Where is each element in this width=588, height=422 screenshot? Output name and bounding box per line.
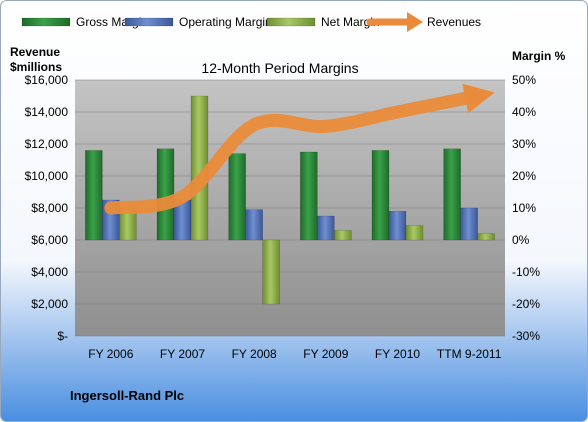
bar-gross-margin <box>228 153 246 241</box>
legend-swatch-gross-margin <box>21 17 71 27</box>
bar-gross-margin <box>371 150 390 241</box>
bar-operating-margin <box>460 207 478 241</box>
legend-swatch-net-margin <box>266 17 316 27</box>
bar-operating-margin <box>317 215 335 241</box>
legend-swatch-revenues-arrow <box>407 12 423 32</box>
left-tick-label: $2,000 <box>31 297 68 311</box>
category-label: FY 2010 <box>375 347 420 361</box>
revenue-arrowhead <box>462 83 495 114</box>
legend: Gross Margin Operating Margin Net Margin Re… <box>21 12 481 32</box>
right-tick-label: 40% <box>512 105 536 119</box>
right-tick-label: -20% <box>512 297 540 311</box>
left-tick-label: $10,000 <box>25 169 69 183</box>
bar-net-margin <box>334 230 352 241</box>
category-label: FY 2008 <box>232 347 277 361</box>
bar-net-margin <box>405 225 424 241</box>
left-tick-label: $4,000 <box>31 265 68 279</box>
right-axis-ticks: -30% -20% -10% 0% 10% 20% 30% 40% 50% <box>512 73 540 343</box>
bar-operating-margin <box>388 210 407 241</box>
category-label: FY 2009 <box>303 347 348 361</box>
revenue-line <box>104 91 476 215</box>
legend-label-net-margin: Net Margin <box>321 15 380 29</box>
category-label: FY 2007 <box>160 347 205 361</box>
bar-gross-margin <box>300 151 318 241</box>
category-labels: FY 2006 FY 2007 FY 2008 FY 2009 FY 2010 TTM 9… <box>88 347 501 361</box>
bar-net-margin <box>477 233 495 241</box>
bars <box>85 95 495 305</box>
right-tick-label: -10% <box>512 265 540 279</box>
left-axis-label-line2: $millions <box>10 60 62 74</box>
bar-gross-margin <box>85 150 103 241</box>
bar-operating-margin <box>245 209 263 241</box>
right-tick-label: 50% <box>512 73 536 87</box>
legend-label-operating-margin: Operating Margin <box>179 15 272 29</box>
company-name: Ingersoll-Rand Plc <box>70 388 184 403</box>
legend-label-revenues: Revenues <box>427 15 481 29</box>
right-tick-label: 30% <box>512 137 536 151</box>
category-label: TTM 9-2011 <box>437 347 502 361</box>
left-axis-label-line1: Revenue <box>10 45 60 59</box>
bar-net-margin <box>262 239 280 305</box>
right-axis-label: Margin % <box>512 49 566 63</box>
right-tick-label: 20% <box>512 169 536 183</box>
right-tick-label: 10% <box>512 201 536 215</box>
left-tick-label: $16,000 <box>25 73 69 87</box>
right-tick-label: 0% <box>512 233 530 247</box>
category-label: FY 2006 <box>88 347 133 361</box>
left-tick-label: $- <box>57 329 68 343</box>
left-axis-ticks: $- $2,000 $4,000 $6,000 $8,000 $10,000 $12,000… <box>25 73 69 343</box>
left-tick-label: $12,000 <box>25 137 69 151</box>
revenue-line-group <box>104 83 495 215</box>
chart-title: 12-Month Period Margins <box>201 60 358 76</box>
bar-gross-margin <box>156 148 175 241</box>
left-tick-label: $6,000 <box>31 233 68 247</box>
left-tick-label: $14,000 <box>25 105 69 119</box>
right-tick-label: -30% <box>512 329 540 343</box>
left-tick-label: $8,000 <box>31 201 68 215</box>
bar-gross-margin <box>443 148 461 241</box>
legend-swatch-operating-margin <box>124 17 174 27</box>
